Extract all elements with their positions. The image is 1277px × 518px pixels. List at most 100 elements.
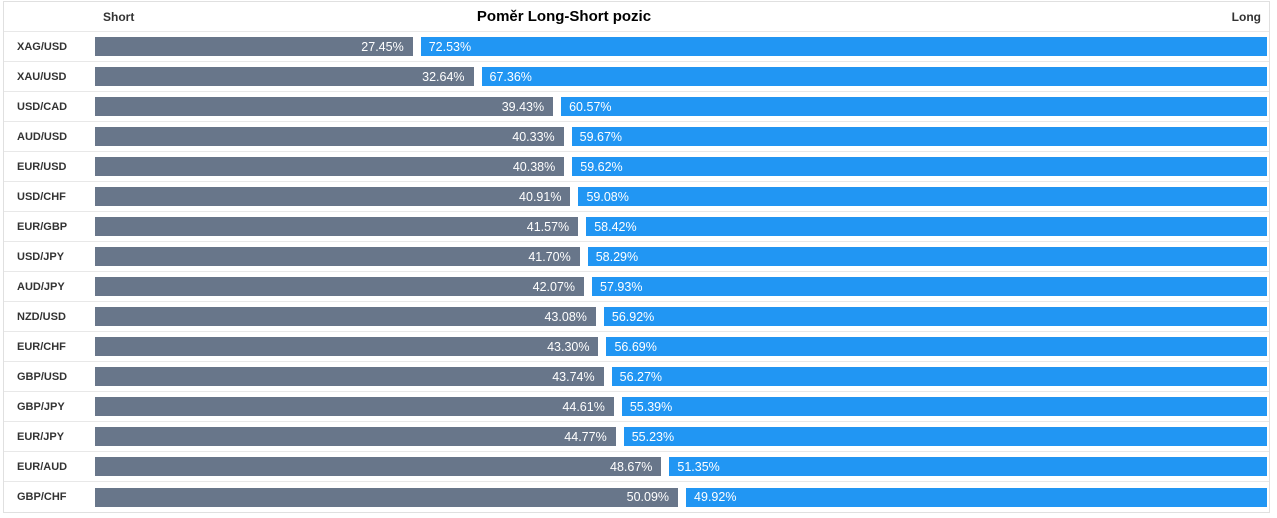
long-bar: 56.27%	[611, 367, 1267, 386]
long-short-ratio-chart: Short Poměr Long-Short pozic Long XAG/US…	[3, 1, 1270, 513]
long-value: 57.93%	[600, 279, 643, 294]
long-value: 55.39%	[629, 399, 673, 414]
long-bar: 58.29%	[587, 247, 1267, 266]
short-bar: 43.74%	[95, 367, 604, 386]
currency-pair-label: EUR/GBP	[17, 220, 68, 233]
long-value: 59.62%	[580, 159, 623, 174]
currency-pair-label: EUR/AUD	[17, 460, 68, 473]
table-row: EUR/AUD 48.67% 51.35%	[4, 452, 1269, 482]
short-bar: 41.70%	[95, 247, 580, 266]
short-bar: 41.57%	[95, 217, 579, 236]
long-bar: 51.35%	[669, 457, 1267, 476]
long-bar: 59.62%	[572, 157, 1267, 176]
short-value: 43.30%	[547, 339, 590, 354]
table-row: EUR/CHF 43.30% 56.69%	[4, 332, 1269, 362]
short-bar: 32.64%	[95, 67, 474, 86]
currency-pair-label: XAU/USD	[17, 70, 67, 83]
bar-area: 41.57% 58.42%	[95, 217, 1267, 236]
currency-pair-label: GBP/CHF	[17, 491, 67, 503]
long-value: 58.29%	[595, 249, 639, 264]
short-bar: 50.09%	[95, 487, 679, 507]
long-value: 59.08%	[586, 189, 629, 204]
short-column-header: Short	[103, 9, 135, 24]
short-value: 41.70%	[528, 249, 571, 264]
table-row: GBP/CHF 50.09% 49.92%	[4, 482, 1269, 512]
long-value: 51.35%	[677, 459, 720, 474]
short-value: 43.08%	[544, 309, 587, 324]
currency-pair-label: USD/CAD	[17, 100, 68, 113]
bar-area: 42.07% 57.93%	[95, 277, 1267, 296]
chart-header: Short Poměr Long-Short pozic Long	[4, 2, 1269, 32]
short-bar: 43.08%	[95, 307, 596, 326]
long-value: 59.67%	[579, 129, 623, 144]
long-bar: 72.53%	[420, 37, 1267, 56]
currency-pair-label: AUD/JPY	[17, 280, 65, 293]
currency-pair-label: GBP/JPY	[17, 400, 65, 413]
table-row: GBP/JPY 44.61% 55.39%	[4, 392, 1269, 422]
short-bar: 39.43%	[95, 97, 554, 116]
long-value: 56.92%	[611, 309, 655, 324]
long-value: 58.42%	[594, 219, 637, 234]
table-row: GBP/USD 43.74% 56.27%	[4, 362, 1269, 392]
long-bar: 55.39%	[621, 397, 1267, 416]
table-row: USD/CAD 39.43% 60.57%	[4, 92, 1269, 122]
short-bar: 44.61%	[95, 397, 614, 416]
short-bar: 27.45%	[95, 37, 413, 56]
currency-pair-label: USD/JPY	[17, 250, 65, 263]
table-row: EUR/GBP 41.57% 58.42%	[4, 212, 1269, 242]
table-row: EUR/JPY 44.77% 55.23%	[4, 422, 1269, 452]
long-bar: 58.42%	[586, 217, 1267, 236]
long-value: 56.69%	[614, 339, 657, 354]
long-bar: 55.23%	[623, 427, 1267, 446]
short-value: 41.57%	[526, 219, 570, 234]
long-value: 56.27%	[619, 369, 663, 384]
table-row: USD/JPY 41.70% 58.29%	[4, 242, 1269, 272]
short-value: 40.33%	[512, 129, 555, 144]
table-row: USD/CHF 40.91% 59.08%	[4, 182, 1269, 212]
currency-pair-label: EUR/CHF	[17, 340, 66, 353]
short-value: 44.77%	[564, 429, 607, 444]
bar-area: 39.43% 60.57%	[95, 97, 1267, 116]
table-row: AUD/JPY 42.07% 57.93%	[4, 272, 1269, 302]
short-bar: 43.30%	[95, 337, 599, 356]
bar-area: 44.61% 55.39%	[95, 397, 1267, 416]
bar-area: 40.91% 59.08%	[95, 187, 1267, 206]
long-bar: 56.69%	[606, 337, 1267, 356]
long-column-header: Long	[1231, 10, 1261, 24]
short-bar: 40.91%	[95, 187, 571, 206]
short-value: 43.74%	[552, 369, 595, 384]
currency-pair-label: NZD/USD	[17, 310, 66, 323]
bar-area: 41.70% 58.29%	[95, 247, 1267, 266]
bar-area: 50.09% 49.92%	[95, 487, 1267, 507]
long-bar: 67.36%	[481, 67, 1267, 86]
long-bar: 60.57%	[561, 97, 1267, 116]
short-value: 42.07%	[532, 279, 576, 294]
long-bar: 59.67%	[571, 127, 1267, 146]
table-row: EUR/USD 40.38% 59.62%	[4, 152, 1269, 182]
bar-area: 43.30% 56.69%	[95, 337, 1267, 356]
table-row: NZD/USD 43.08% 56.92%	[4, 302, 1269, 332]
short-bar: 48.67%	[95, 457, 662, 476]
currency-pair-label: AUD/USD	[17, 130, 68, 143]
table-row: XAU/USD 32.64% 67.36%	[4, 62, 1269, 92]
short-bar: 42.07%	[95, 277, 585, 296]
short-value: 48.67%	[610, 459, 653, 474]
currency-pair-label: EUR/JPY	[17, 430, 65, 443]
table-row: XAG/USD 27.45% 72.53%	[4, 32, 1269, 62]
long-value: 55.23%	[631, 429, 675, 444]
long-value: 60.57%	[569, 99, 612, 114]
short-value: 32.64%	[422, 69, 465, 84]
short-value: 40.38%	[512, 159, 556, 174]
bar-area: 44.77% 55.23%	[95, 427, 1267, 446]
short-bar: 40.33%	[95, 127, 564, 146]
short-value: 39.43%	[501, 99, 545, 114]
bar-area: 40.33% 59.67%	[95, 127, 1267, 146]
currency-pair-label: EUR/USD	[17, 160, 67, 173]
short-value: 27.45%	[361, 39, 404, 54]
bar-area: 43.08% 56.92%	[95, 307, 1267, 326]
long-value: 49.92%	[694, 490, 737, 504]
long-bar: 57.93%	[592, 277, 1267, 296]
bar-area: 43.74% 56.27%	[95, 367, 1267, 386]
currency-pair-label: USD/CHF	[17, 190, 66, 203]
short-bar: 40.38%	[95, 157, 565, 176]
